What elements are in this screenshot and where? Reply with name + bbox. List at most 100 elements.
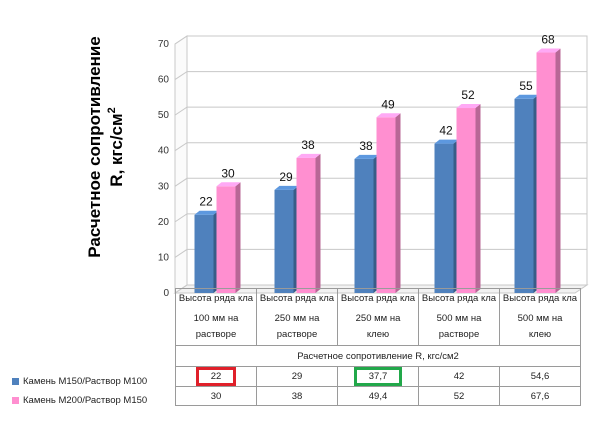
- bar-front: [274, 189, 294, 293]
- bar-top: [354, 154, 379, 159]
- bar-front: [354, 158, 374, 293]
- category-label: Высота ряда кла 250 мм на растворе: [256, 288, 338, 346]
- gridline: [174, 71, 587, 80]
- bar-top: [194, 210, 219, 215]
- series-value-cell: 38: [256, 386, 338, 406]
- bar-top: [456, 104, 481, 109]
- bar-top: [216, 182, 241, 187]
- bar: [514, 94, 539, 293]
- bar-top: [434, 139, 459, 144]
- bar-value-label: 49: [381, 97, 395, 111]
- bar-value-label: 22: [199, 195, 213, 209]
- category-label-line: Высота ряда кла: [259, 293, 335, 304]
- series-value-cell: 52: [418, 386, 500, 406]
- bar-front: [456, 108, 476, 294]
- bar-side: [475, 104, 481, 294]
- series-value-cell: 49,4: [337, 386, 419, 406]
- category-label-line: растворе: [276, 329, 318, 340]
- bar-value-label: 42: [439, 124, 453, 138]
- category-label-line: Высота ряда кла: [178, 293, 254, 304]
- legend-swatch: [12, 397, 19, 404]
- series-value-cell: 22: [175, 366, 257, 387]
- category-label-line: Высота ряда кла: [421, 293, 497, 304]
- side-wall: [174, 35, 188, 294]
- bar-top: [296, 153, 321, 158]
- y-tick-label: 70: [158, 39, 170, 50]
- series-row: 22 29 37,7 42 54,6: [175, 366, 581, 387]
- legend-entry: Камень М150/Раствор М100: [12, 372, 147, 391]
- y-tick-label: 20: [158, 217, 170, 228]
- bar-value-label: 55: [519, 79, 533, 93]
- y-axis-title: Расчетное сопротивление R, кгс/см2: [8, 12, 128, 282]
- chart-plot: 0 10 20 30 40 50 60 70 22 30 29 38 38 49 42 52 55 68: [158, 33, 589, 299]
- highlight-box: 37,7: [353, 367, 403, 386]
- highlight-box: 22: [195, 367, 237, 386]
- legend-label: Камень М150/Раствор М100: [23, 376, 148, 387]
- bar-front: [296, 157, 316, 293]
- category-label-line: 250 мм на: [355, 313, 401, 324]
- bar-value-label: 38: [301, 138, 315, 152]
- category-label-line: 250 мм на: [274, 313, 320, 324]
- bar: [216, 182, 241, 293]
- gridline: [174, 106, 587, 116]
- bar-top: [536, 48, 561, 53]
- data-table: Высота ряда кла 100 мм на растворе Высота р…: [175, 288, 581, 406]
- y-tick-label: 0: [163, 288, 169, 299]
- category-group-label: Расчетное сопротивление R, кгс/см2: [175, 345, 581, 367]
- bar-side: [395, 113, 401, 293]
- category-row: Высота ряда кла 100 мм на растворе Высота р…: [175, 288, 581, 346]
- bar-value-label: 52: [461, 88, 475, 102]
- category-label-line: клею: [366, 329, 390, 340]
- series-value-cell: 30: [175, 386, 257, 406]
- legend-entry: Камень М200/Раствор М150: [12, 391, 147, 410]
- bar-value-label: 29: [279, 170, 293, 184]
- legend: Камень М150/Раствор М100 Камень М200/Раст…: [12, 372, 147, 410]
- category-label-line: Высота ряда кла: [340, 293, 416, 304]
- category-label: Высота ряда кла 500 мм на клею: [499, 288, 581, 346]
- bar: [376, 113, 401, 293]
- bar: [296, 153, 321, 293]
- category-label-line: Высота ряда кла: [502, 293, 578, 304]
- y-axis-title-line2: R, кгс/см2: [106, 107, 126, 186]
- bar: [194, 210, 219, 293]
- category-label-line: клею: [528, 329, 552, 340]
- series-row: 30 38 49,4 52 67,6: [175, 386, 581, 406]
- y-axis-title-line1: Расчетное сопротивление: [85, 36, 104, 258]
- bar: [536, 48, 561, 294]
- bar-front: [434, 143, 454, 293]
- series-value-cell: 29: [256, 366, 338, 387]
- y-tick-label: 30: [158, 181, 170, 192]
- category-label-line: 500 мм на: [436, 313, 482, 324]
- category-label-line: растворе: [438, 329, 480, 340]
- bar: [274, 185, 299, 293]
- legend-label: Камень М200/Раствор М150: [23, 395, 148, 406]
- bar-top: [274, 185, 299, 190]
- series-value-cell: 42: [418, 366, 500, 387]
- y-tick-label: 60: [158, 75, 170, 86]
- bar: [354, 154, 379, 293]
- series-value-cell: 37,7: [337, 366, 419, 387]
- legend-swatch: [12, 378, 19, 385]
- bar-top: [376, 113, 401, 118]
- y-tick-label: 40: [158, 146, 170, 157]
- bar-front: [194, 214, 214, 293]
- category-label: Высота ряда кла 500 мм на растворе: [418, 288, 500, 346]
- category-label: Высота ряда кла 100 мм на растворе: [175, 288, 257, 346]
- bar-front: [216, 186, 236, 293]
- bar-front: [514, 98, 534, 293]
- bar-side: [315, 153, 321, 293]
- category-label-line: 500 мм на: [517, 313, 563, 324]
- gridline: [174, 35, 587, 45]
- bar-front: [376, 117, 396, 293]
- y-tick-label: 10: [158, 252, 170, 263]
- bar: [456, 104, 481, 294]
- category-label: Высота ряда кла 250 мм на клею: [337, 288, 419, 346]
- bar-top: [514, 94, 539, 99]
- chart: 0 10 20 30 40 50 60 70 22 30 29 38 38 49 42 52 55 68: [158, 33, 589, 299]
- category-label-line: растворе: [195, 329, 237, 340]
- bar-side: [235, 182, 241, 293]
- bar-value-label: 68: [541, 33, 555, 47]
- bar-value-label: 30: [221, 166, 235, 180]
- y-tick-label: 50: [158, 110, 170, 121]
- bar-front: [536, 52, 556, 294]
